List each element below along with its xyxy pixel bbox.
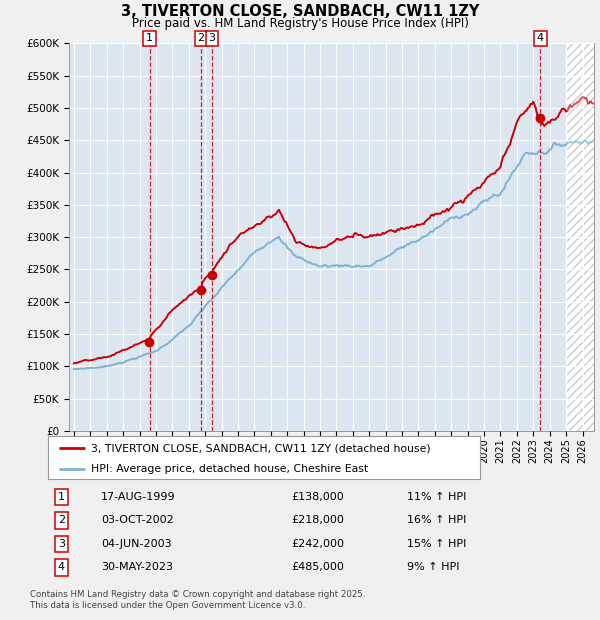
- Text: 15% ↑ HPI: 15% ↑ HPI: [407, 539, 466, 549]
- Text: 03-OCT-2002: 03-OCT-2002: [101, 515, 173, 525]
- Text: £138,000: £138,000: [291, 492, 344, 502]
- Text: 17-AUG-1999: 17-AUG-1999: [101, 492, 175, 502]
- Text: 1: 1: [146, 33, 153, 43]
- Text: 04-JUN-2003: 04-JUN-2003: [101, 539, 172, 549]
- Text: 4: 4: [58, 562, 65, 572]
- Text: 1: 1: [58, 492, 65, 502]
- Text: Contains HM Land Registry data © Crown copyright and database right 2025.
This d: Contains HM Land Registry data © Crown c…: [30, 590, 365, 609]
- Text: 3, TIVERTON CLOSE, SANDBACH, CW11 1ZY: 3, TIVERTON CLOSE, SANDBACH, CW11 1ZY: [121, 4, 479, 19]
- Text: 3: 3: [58, 539, 65, 549]
- Bar: [566, 0, 599, 431]
- Text: 16% ↑ HPI: 16% ↑ HPI: [407, 515, 466, 525]
- Text: 9% ↑ HPI: 9% ↑ HPI: [407, 562, 460, 572]
- Text: £485,000: £485,000: [291, 562, 344, 572]
- Text: Price paid vs. HM Land Registry's House Price Index (HPI): Price paid vs. HM Land Registry's House …: [131, 17, 469, 30]
- Text: £242,000: £242,000: [291, 539, 344, 549]
- Text: 2: 2: [197, 33, 205, 43]
- Text: 3: 3: [209, 33, 215, 43]
- Text: 2: 2: [58, 515, 65, 525]
- Text: 3, TIVERTON CLOSE, SANDBACH, CW11 1ZY (detached house): 3, TIVERTON CLOSE, SANDBACH, CW11 1ZY (d…: [91, 443, 431, 453]
- Text: 30-MAY-2023: 30-MAY-2023: [101, 562, 173, 572]
- Text: 11% ↑ HPI: 11% ↑ HPI: [407, 492, 466, 502]
- Text: 4: 4: [536, 33, 544, 43]
- Text: £218,000: £218,000: [291, 515, 344, 525]
- Text: HPI: Average price, detached house, Cheshire East: HPI: Average price, detached house, Ches…: [91, 464, 368, 474]
